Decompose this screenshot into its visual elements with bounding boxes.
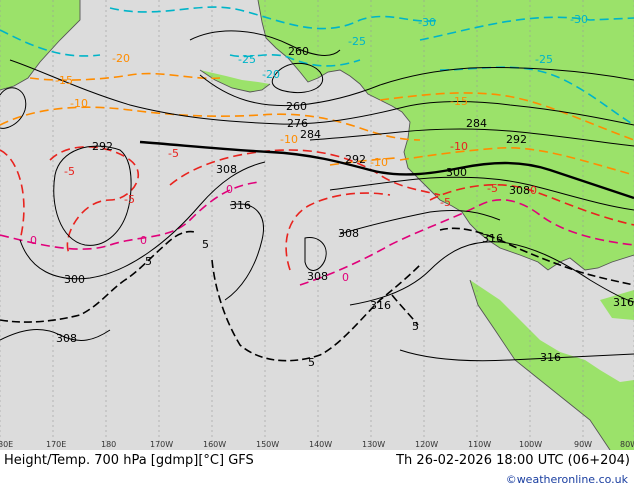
temp-label-warm: 5	[308, 356, 315, 369]
temp-contours-positive	[0, 227, 634, 362]
height-label: 276	[287, 117, 308, 130]
height-contour-emphasis	[139, 140, 634, 200]
height-label: 316	[230, 199, 251, 212]
valid-time: Th 26-02-2026 18:00 UTC (06+204)	[396, 453, 630, 468]
temp-contours-cold	[0, 6, 634, 126]
temp-label-warm: 0	[30, 234, 37, 247]
temp-label-mid: -10	[280, 133, 298, 146]
height-label: 316	[540, 351, 561, 364]
lon-label: 140W	[309, 440, 332, 449]
temp-label-cold-layer: -30 -30 -25 -25 -20 -25	[238, 13, 588, 81]
temp-contours-warm	[0, 146, 634, 271]
temp-label-mid: -15	[450, 95, 468, 108]
temp-label-warm: 5	[202, 238, 209, 251]
height-label: 316	[370, 299, 391, 312]
temp-label-mid: -10	[70, 97, 88, 110]
weather-map: 260 260 276 284 292 292 284 292 300 308 …	[0, 0, 634, 450]
height-label: 316	[482, 232, 503, 245]
temp-label-mid: -10	[370, 156, 388, 169]
temp-label-warm: -5	[487, 182, 498, 195]
lon-label-layer: 80E 170E 180 170W 160W 150W 140W 130W 12…	[0, 440, 634, 449]
temp-label-mid: -15	[55, 74, 73, 87]
lon-label: 150W	[256, 440, 279, 449]
temp-label-cold: -25	[238, 53, 256, 66]
temp-label-cold: -20	[262, 68, 280, 81]
temp-label-warm: 5	[145, 255, 152, 268]
land-gulf-islands	[600, 290, 634, 320]
temp-label-warm: 0	[530, 184, 537, 197]
lon-label: 100W	[519, 440, 542, 449]
height-label: 292	[345, 153, 366, 166]
height-label: 260	[288, 45, 309, 58]
temp-label-warm: 0	[342, 271, 349, 284]
temp-label-warm: -5	[124, 193, 135, 206]
height-label: 284	[300, 128, 321, 141]
temp-label-warm: -5	[440, 196, 451, 209]
temp-contours-mid	[0, 72, 634, 176]
lon-label: 80W	[620, 440, 634, 449]
lon-label: 80E	[0, 440, 13, 449]
temp-label-warm: -5	[168, 147, 179, 160]
temp-label-mid: -20	[112, 52, 130, 65]
land-layer	[0, 0, 634, 450]
land-north-america	[258, 0, 634, 270]
height-label: 292	[92, 140, 113, 153]
land-siberia	[0, 0, 80, 90]
land-alaska-peninsula	[200, 70, 270, 92]
temp-label-cold: -25	[348, 35, 366, 48]
temp-contours-zero	[0, 181, 634, 286]
map-footer: Height/Temp. 700 hPa [gdmp][°C] GFS Th 2…	[0, 450, 634, 490]
lon-label: 170W	[150, 440, 173, 449]
height-label: 308	[56, 332, 77, 345]
height-label: 284	[466, 117, 487, 130]
map-title: Height/Temp. 700 hPa [gdmp][°C] GFS	[4, 453, 254, 468]
height-label: 300	[446, 166, 467, 179]
lon-label: 170E	[46, 440, 66, 449]
temp-label-warm: -5	[64, 165, 75, 178]
temp-label-cold: -30	[570, 13, 588, 26]
lon-label: 90W	[574, 440, 592, 449]
lon-label: 180	[101, 440, 116, 449]
height-contours	[0, 30, 634, 362]
height-label: 292	[506, 133, 527, 146]
height-label: 308	[307, 270, 328, 283]
land-mexico	[470, 280, 634, 450]
temp-label-warm: 5	[412, 320, 419, 333]
map-canvas: 260 260 276 284 292 292 284 292 300 308 …	[0, 0, 634, 450]
credit-link[interactable]: ©weatheronline.co.uk	[505, 473, 628, 486]
temp-label-warm: 0	[140, 234, 147, 247]
height-label: 300	[64, 273, 85, 286]
lon-label: 130W	[362, 440, 385, 449]
height-label: 308	[509, 184, 530, 197]
temp-label-cold: -30	[418, 16, 436, 29]
lon-label: 160W	[203, 440, 226, 449]
temp-label-warm: 0	[226, 183, 233, 196]
height-label-layer: 260 260 276 284 292 292 284 292 300 308 …	[56, 45, 634, 364]
lon-label: 110W	[468, 440, 491, 449]
height-label: 308	[216, 163, 237, 176]
temp-label-mid-layer: -20 -15 -10 -10 -15 -10	[55, 52, 468, 169]
temp-label-cold: -25	[535, 53, 553, 66]
coastlines	[0, 0, 634, 450]
temp-label-warm-layer: -5 -5 -5 -10 -5 0 0 0 -5 0 0 5 5 5 5	[30, 140, 537, 369]
lon-label: 120W	[415, 440, 438, 449]
height-label: 260	[286, 100, 307, 113]
height-label: 308	[338, 227, 359, 240]
height-label: 316	[613, 296, 634, 309]
temp-label-warm: -10	[450, 140, 468, 153]
